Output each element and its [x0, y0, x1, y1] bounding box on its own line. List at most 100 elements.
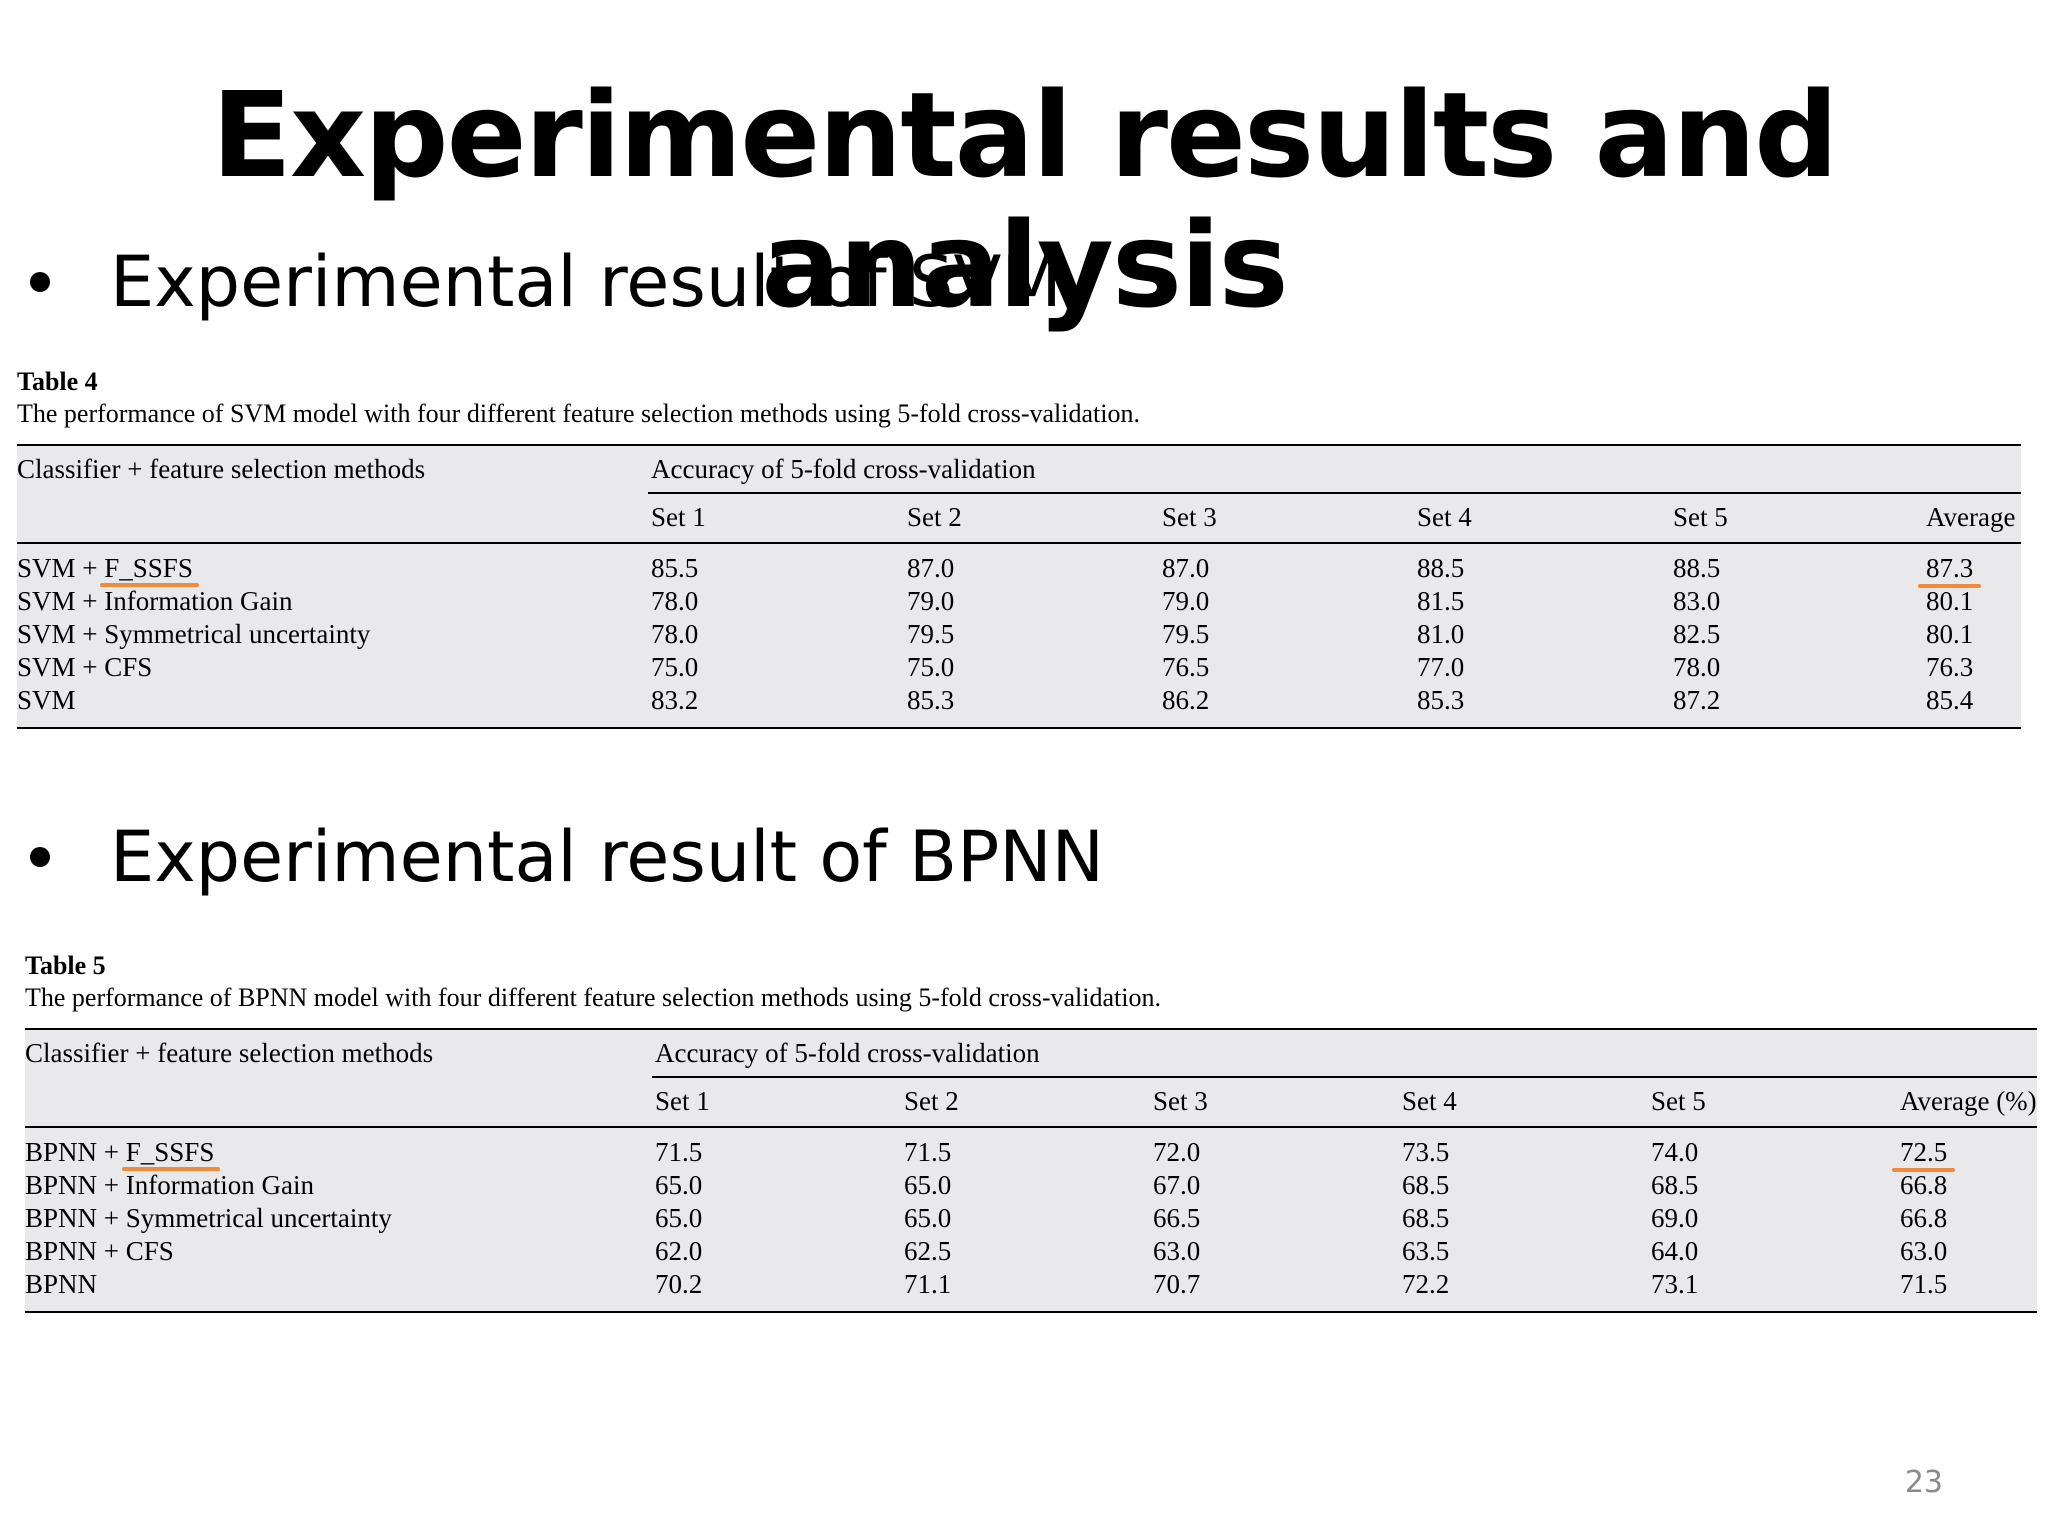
row-value: 88.5 [1673, 553, 1721, 583]
row-value: 64.0 [1651, 1236, 1699, 1266]
row-value: 73.5 [1402, 1137, 1450, 1167]
row-value: 71.5 [1900, 1269, 1948, 1299]
method-name: F_SSFS [100, 553, 199, 587]
row-value: 65.0 [904, 1170, 952, 1200]
row-value: 87.2 [1673, 685, 1721, 715]
table-label: Table 4 [17, 367, 98, 396]
row-value: 83.2 [651, 685, 699, 715]
row-value: 85.3 [1417, 685, 1465, 715]
table-row: SVM + Information Gain 78.0 79.0 79.0 81.5 83… [17, 585, 2021, 618]
highlight-underline [121, 1167, 221, 1171]
table-subheader-row: Set 1 Set 2 Set 3 Set 4 Set 5 Average (%) [25, 1076, 2037, 1128]
method-name: Symmetrical uncertainty [125, 1203, 392, 1233]
row-value: 65.0 [655, 1203, 703, 1233]
table-caption: The performance of SVM model with four d… [17, 399, 1140, 428]
table-row: BPNN + Symmetrical uncertainty 65.0 65.0 66… [25, 1202, 2037, 1235]
method-name: SVM [17, 685, 76, 715]
row-method: SVM + CFS [17, 651, 152, 683]
row-method: SVM + Symmetrical uncertainty [17, 618, 370, 650]
col-header: Set 4 [1402, 1086, 1457, 1116]
method-prefix: BPNN + [25, 1170, 126, 1200]
group-header-rule [652, 1076, 2037, 1078]
bullet-dot-icon [30, 847, 50, 867]
method-name: Symmetrical uncertainty [104, 619, 371, 649]
row-value: 66.5 [1153, 1203, 1201, 1233]
row-value: 62.5 [904, 1236, 952, 1266]
row-value: 68.5 [1651, 1170, 1699, 1200]
row-value: 62.0 [655, 1236, 703, 1266]
results-table: Classifier + feature selection methods Ac… [17, 444, 2021, 729]
row-value: 74.0 [1651, 1137, 1699, 1167]
table-row: SVM + Symmetrical uncertainty 78.0 79.5 79.… [17, 618, 2021, 651]
row-method: BPNN + F_SSFS [25, 1136, 221, 1171]
method-prefix: SVM + [17, 586, 105, 616]
row-value: 86.2 [1162, 685, 1210, 715]
table-row: SVM 83.2 85.3 86.2 85.3 87.2 85.4 [17, 684, 2021, 717]
col-header: Set 3 [1153, 1086, 1208, 1116]
method-name: BPNN [25, 1269, 98, 1299]
row-method: SVM + Information Gain [17, 585, 292, 617]
row-value: 76.3 [1926, 652, 1974, 682]
table-5-block: Table 5 The performance of BPNN model wit… [25, 950, 2037, 1313]
col-header: Set 5 [1673, 502, 1728, 532]
bullet-text: Experimental result of SVM [110, 241, 1062, 323]
row-value: 75.0 [651, 652, 699, 682]
page-number: 23 [1904, 1465, 1943, 1500]
method-prefix: SVM + [17, 553, 105, 583]
table-body: SVM + F_SSFS 85.5 87.0 87.0 88.5 88.5 87.3 SVM … [17, 544, 2021, 727]
row-value: 80.1 [1926, 619, 1974, 649]
row-value: 76.5 [1162, 652, 1210, 682]
results-table: Classifier + feature selection methods Ac… [25, 1028, 2037, 1313]
method-name: CFS [125, 1236, 174, 1266]
highlight-underline [100, 583, 199, 587]
row-value: 78.0 [651, 619, 699, 649]
row-value: 78.0 [1673, 652, 1721, 682]
method-name: Information Gain [125, 1170, 314, 1200]
row-value: 81.5 [1417, 586, 1465, 616]
row-value: 77.0 [1417, 652, 1465, 682]
table-caption: The performance of BPNN model with four … [25, 983, 1161, 1012]
table-body: BPNN + F_SSFS 71.5 71.5 72.0 73.5 74.0 72.5 BPN… [25, 1128, 2037, 1311]
method-prefix: BPNN + [25, 1203, 126, 1233]
table-row: BPNN + Information Gain 65.0 65.0 67.0 68.5 6… [25, 1169, 2037, 1202]
row-value: 72.2 [1402, 1269, 1450, 1299]
slide-title: Experimental results and analysis [211, 66, 1838, 334]
table-subheader-row: Set 1 Set 2 Set 3 Set 4 Set 5 Average [17, 492, 2021, 544]
row-value: 71.5 [655, 1137, 703, 1167]
table-row: BPNN 70.2 71.1 70.7 72.2 73.1 71.5 [25, 1268, 2037, 1301]
row-value: 69.0 [1651, 1203, 1699, 1233]
row-value: 79.0 [907, 586, 955, 616]
row-value: 66.8 [1900, 1203, 1948, 1233]
table-row: SVM + F_SSFS 85.5 87.0 87.0 88.5 88.5 87.3 [17, 552, 2021, 588]
highlight-underline [1892, 1168, 1956, 1172]
row-value: 79.0 [1162, 586, 1210, 616]
row-value: 73.1 [1651, 1269, 1699, 1299]
col-header-method: Classifier + feature selection methods [17, 454, 426, 484]
method-prefix: SVM + [17, 619, 105, 649]
row-value: 70.2 [655, 1269, 703, 1299]
row-value: 87.3 [1918, 552, 1982, 588]
method-name: F_SSFS [121, 1137, 221, 1171]
row-value: 68.5 [1402, 1203, 1450, 1233]
bullet-text: Experimental result of BPNN [110, 816, 1105, 898]
row-value: 65.0 [904, 1203, 952, 1233]
row-value: 85.4 [1926, 685, 1974, 715]
row-method: BPNN + CFS [25, 1235, 174, 1267]
col-header: Set 2 [904, 1086, 959, 1116]
row-value: 71.1 [904, 1269, 952, 1299]
table-header-row: Classifier + feature selection methods Ac… [25, 1030, 2037, 1076]
row-value: 87.0 [1162, 553, 1210, 583]
table-label: Table 5 [25, 951, 106, 980]
row-value: 83.0 [1673, 586, 1721, 616]
row-value: 63.0 [1900, 1236, 1948, 1266]
row-value: 79.5 [907, 619, 955, 649]
col-header: Set 1 [651, 502, 706, 532]
col-header: Average (%) [1900, 1086, 2037, 1116]
row-method: SVM + F_SSFS [17, 552, 199, 587]
method-prefix: BPNN + [25, 1137, 126, 1167]
row-value: 67.0 [1153, 1170, 1201, 1200]
group-header: Accuracy of 5-fold cross-validation [651, 454, 1036, 484]
col-header: Set 5 [1651, 1086, 1706, 1116]
row-value: 75.0 [907, 652, 955, 682]
method-name: Information Gain [104, 586, 293, 616]
